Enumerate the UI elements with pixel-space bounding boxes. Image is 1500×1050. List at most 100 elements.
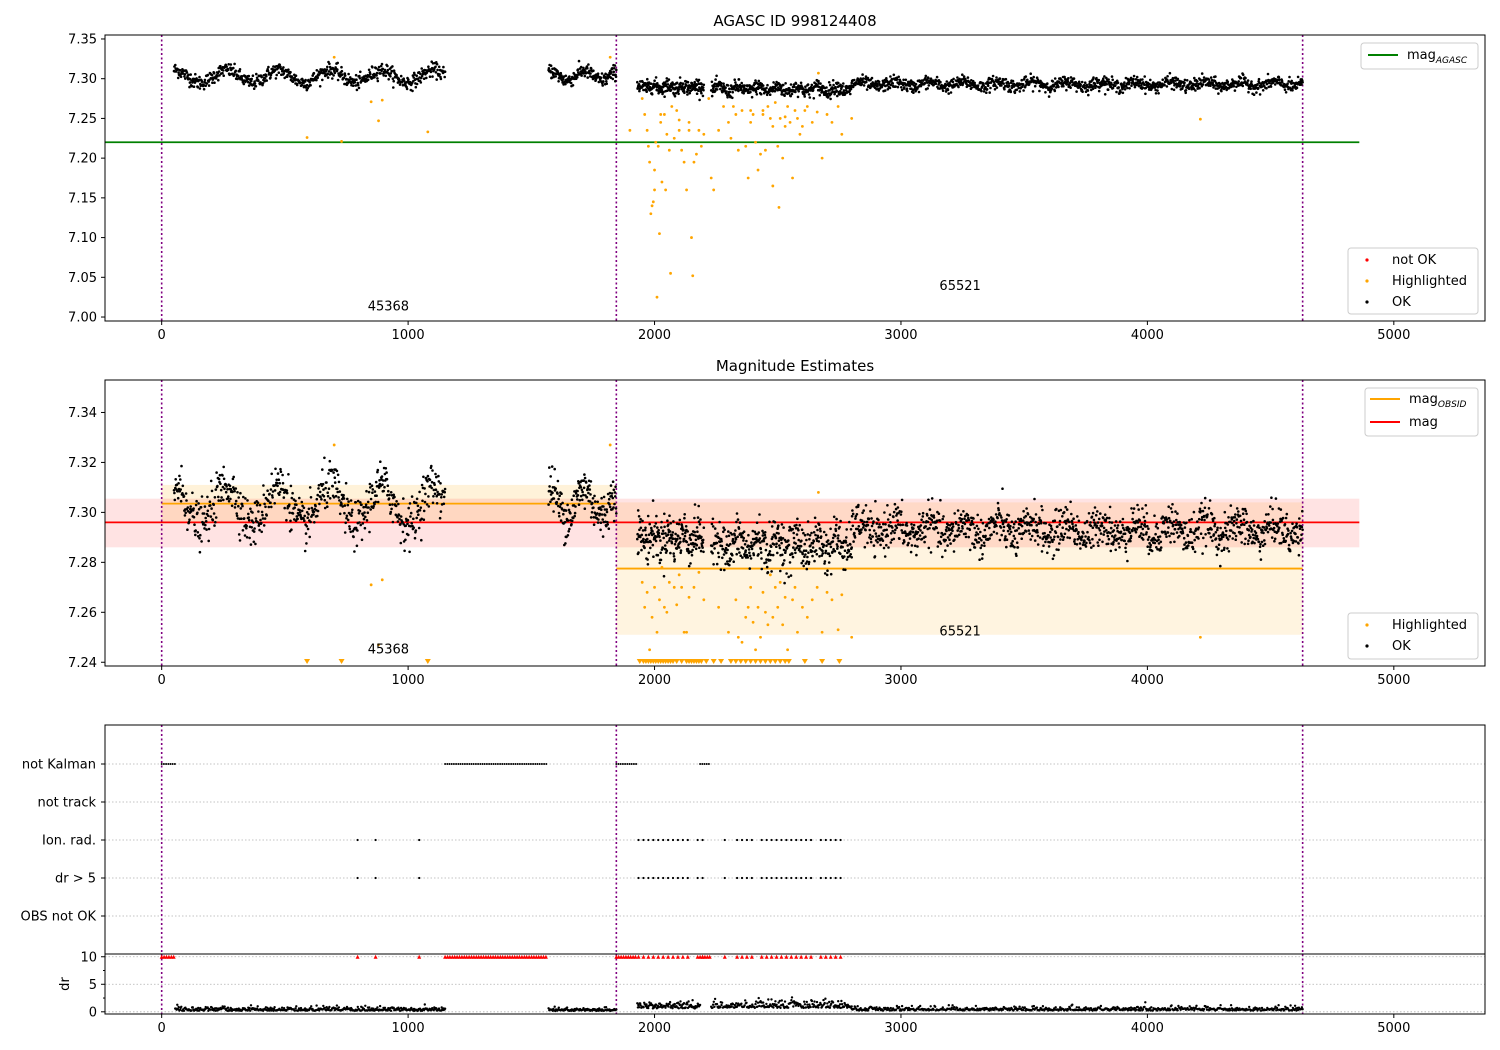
- ok-point: [374, 500, 378, 504]
- ok-point: [220, 496, 223, 499]
- ok-point: [322, 494, 326, 498]
- ok-point: [227, 63, 230, 66]
- ok-point: [294, 499, 297, 503]
- ok-point: [975, 531, 978, 534]
- ok-point: [865, 88, 869, 91]
- ok-point: [802, 87, 805, 91]
- ok-point: [385, 477, 389, 481]
- ok-point: [412, 526, 416, 529]
- highlighted-point: [660, 180, 664, 184]
- ok-point: [779, 569, 782, 573]
- ok-point: [857, 503, 860, 507]
- clipped-marker: [772, 659, 779, 664]
- ok-point: [803, 542, 806, 546]
- ok-point: [266, 69, 270, 73]
- ok-point: [345, 514, 349, 518]
- ok-point: [399, 515, 403, 518]
- ok-point: [910, 523, 913, 526]
- ok-point: [221, 474, 224, 477]
- ok-point: [333, 476, 337, 480]
- ok-point: [334, 494, 338, 498]
- ok-point: [725, 535, 728, 538]
- ok-point: [411, 89, 414, 93]
- highlighted-point: [786, 648, 790, 652]
- ok-point: [835, 523, 838, 527]
- ok-point: [839, 89, 842, 93]
- ok-point: [970, 519, 974, 523]
- ok-point: [738, 83, 742, 87]
- highlighted-point: [810, 120, 814, 124]
- ok-point: [1039, 521, 1043, 525]
- highlighted-point: [656, 144, 660, 148]
- ok-point: [1041, 508, 1044, 512]
- panel1-ytick-label-4: 7.20: [68, 152, 97, 167]
- ok-point: [811, 89, 815, 92]
- ok-point: [253, 527, 256, 530]
- ok-point: [1015, 541, 1019, 544]
- ok-point: [181, 484, 185, 488]
- ok-point: [921, 515, 925, 518]
- highlighted-point: [791, 176, 794, 180]
- ok-point: [396, 520, 400, 523]
- panel1-legend-bottom: not OK Highlighted OK: [1347, 247, 1479, 315]
- ok-point: [577, 503, 581, 507]
- ok-point: [984, 86, 987, 89]
- ok-point: [1202, 76, 1206, 79]
- panel1-ytick-label-2: 7.10: [68, 231, 97, 246]
- ok-point: [715, 562, 719, 566]
- ok-point: [775, 80, 778, 84]
- panel2-ok-series-2: [636, 499, 706, 578]
- ok-point: [254, 542, 257, 546]
- ok-point: [343, 511, 346, 515]
- legend-marker-highlighted: [1365, 279, 1369, 283]
- panel1-ok-series-2: [636, 76, 706, 102]
- ok-point: [1056, 525, 1059, 528]
- ok-point: [961, 525, 964, 528]
- ok-point: [1012, 534, 1016, 538]
- ok-point: [193, 523, 196, 526]
- ok-point: [211, 81, 214, 84]
- ok-point: [576, 494, 580, 497]
- ok-point: [701, 541, 705, 544]
- ok-point: [190, 84, 194, 88]
- ok-point: [312, 513, 315, 516]
- highlighted-point: [664, 188, 668, 192]
- ok-point: [774, 536, 778, 540]
- ok-point: [282, 66, 285, 69]
- ok-point: [657, 92, 660, 95]
- ok-point: [1002, 82, 1005, 85]
- highlighted-point: [734, 113, 738, 116]
- ok-point: [407, 78, 410, 81]
- ok-point: [994, 84, 997, 87]
- ok-point: [188, 81, 192, 84]
- ok-point: [596, 500, 599, 504]
- highlighted-point: [677, 573, 681, 577]
- ok-point: [903, 540, 906, 544]
- ok-point: [912, 91, 915, 94]
- ok-point: [1001, 487, 1004, 491]
- ok-point: [178, 474, 181, 478]
- ok-point: [948, 81, 951, 84]
- ok-point: [667, 523, 670, 526]
- ok-point: [336, 490, 340, 494]
- ok-point: [217, 499, 220, 502]
- ok-point: [1024, 75, 1028, 78]
- ok-point: [667, 539, 671, 542]
- ok-point: [1063, 75, 1066, 79]
- ok-point: [1187, 87, 1191, 91]
- ok-point: [417, 526, 421, 530]
- ok-point: [1116, 81, 1120, 84]
- legend-label-ok: OK: [1392, 295, 1411, 310]
- ok-point: [766, 83, 769, 87]
- ok-point: [256, 501, 260, 505]
- ok-point: [1070, 80, 1074, 83]
- ok-point: [714, 78, 717, 81]
- ok-point: [1047, 95, 1051, 98]
- ok-point: [886, 518, 890, 521]
- highlighted-point: [766, 105, 770, 108]
- ok-point: [588, 500, 592, 503]
- ok-point: [803, 533, 807, 537]
- ok-point: [1064, 79, 1067, 82]
- ok-point: [275, 73, 279, 77]
- highlighted-point: [672, 136, 676, 140]
